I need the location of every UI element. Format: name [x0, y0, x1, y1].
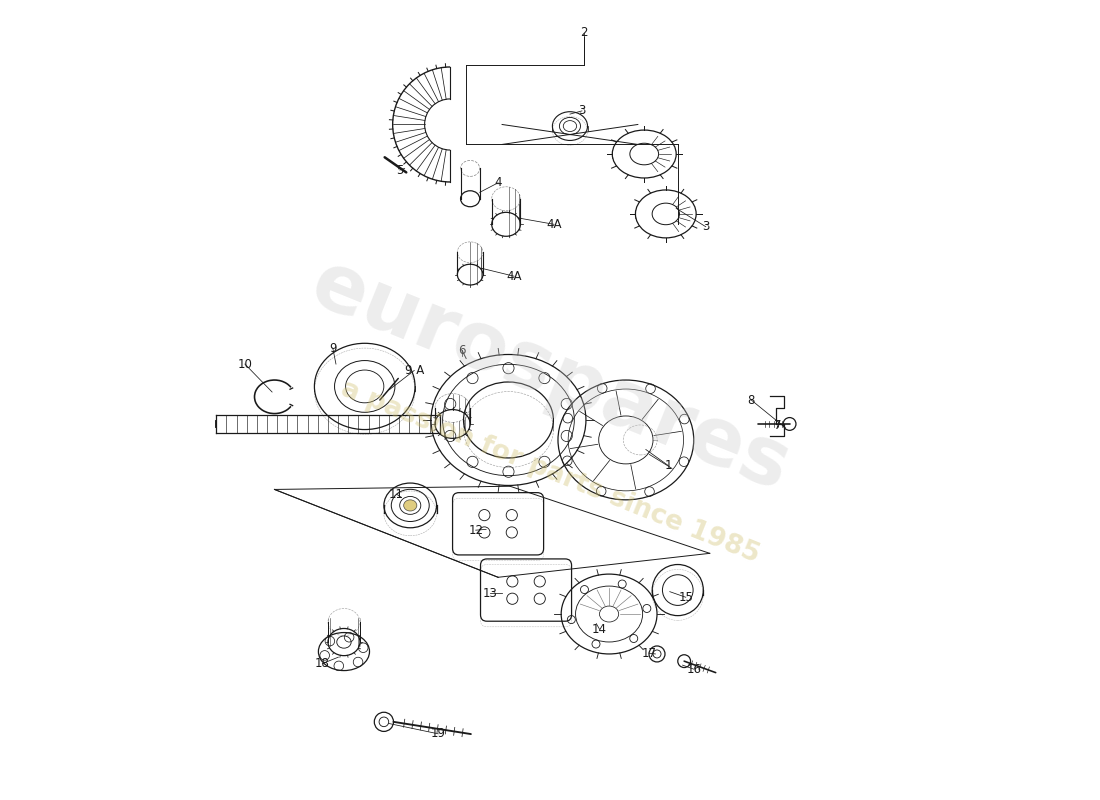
Text: 12: 12 — [469, 524, 483, 537]
Text: 9 A: 9 A — [405, 364, 424, 377]
Text: 15: 15 — [679, 590, 693, 604]
Text: a passion for parts since 1985: a passion for parts since 1985 — [337, 376, 763, 568]
Text: 3: 3 — [702, 220, 710, 234]
Text: 4A: 4A — [547, 218, 562, 231]
Text: 7: 7 — [774, 419, 781, 432]
Text: 9: 9 — [329, 342, 337, 354]
Text: 14: 14 — [592, 622, 607, 636]
Text: 16: 16 — [686, 662, 702, 676]
Text: 13: 13 — [483, 586, 497, 600]
Text: 3: 3 — [579, 105, 585, 118]
Text: 8: 8 — [748, 394, 755, 406]
Text: 1: 1 — [664, 459, 672, 472]
Text: 4: 4 — [494, 176, 502, 190]
Text: 17: 17 — [641, 646, 657, 660]
Text: 5: 5 — [396, 163, 404, 177]
Text: 19: 19 — [431, 727, 446, 740]
Text: 11: 11 — [389, 488, 404, 501]
Text: 18: 18 — [315, 657, 330, 670]
Text: 4A: 4A — [506, 270, 521, 282]
Text: 6: 6 — [459, 344, 466, 357]
Ellipse shape — [404, 500, 417, 511]
Text: 2: 2 — [581, 26, 589, 39]
Text: eurospares: eurospares — [299, 245, 801, 508]
Text: 10: 10 — [238, 358, 252, 370]
